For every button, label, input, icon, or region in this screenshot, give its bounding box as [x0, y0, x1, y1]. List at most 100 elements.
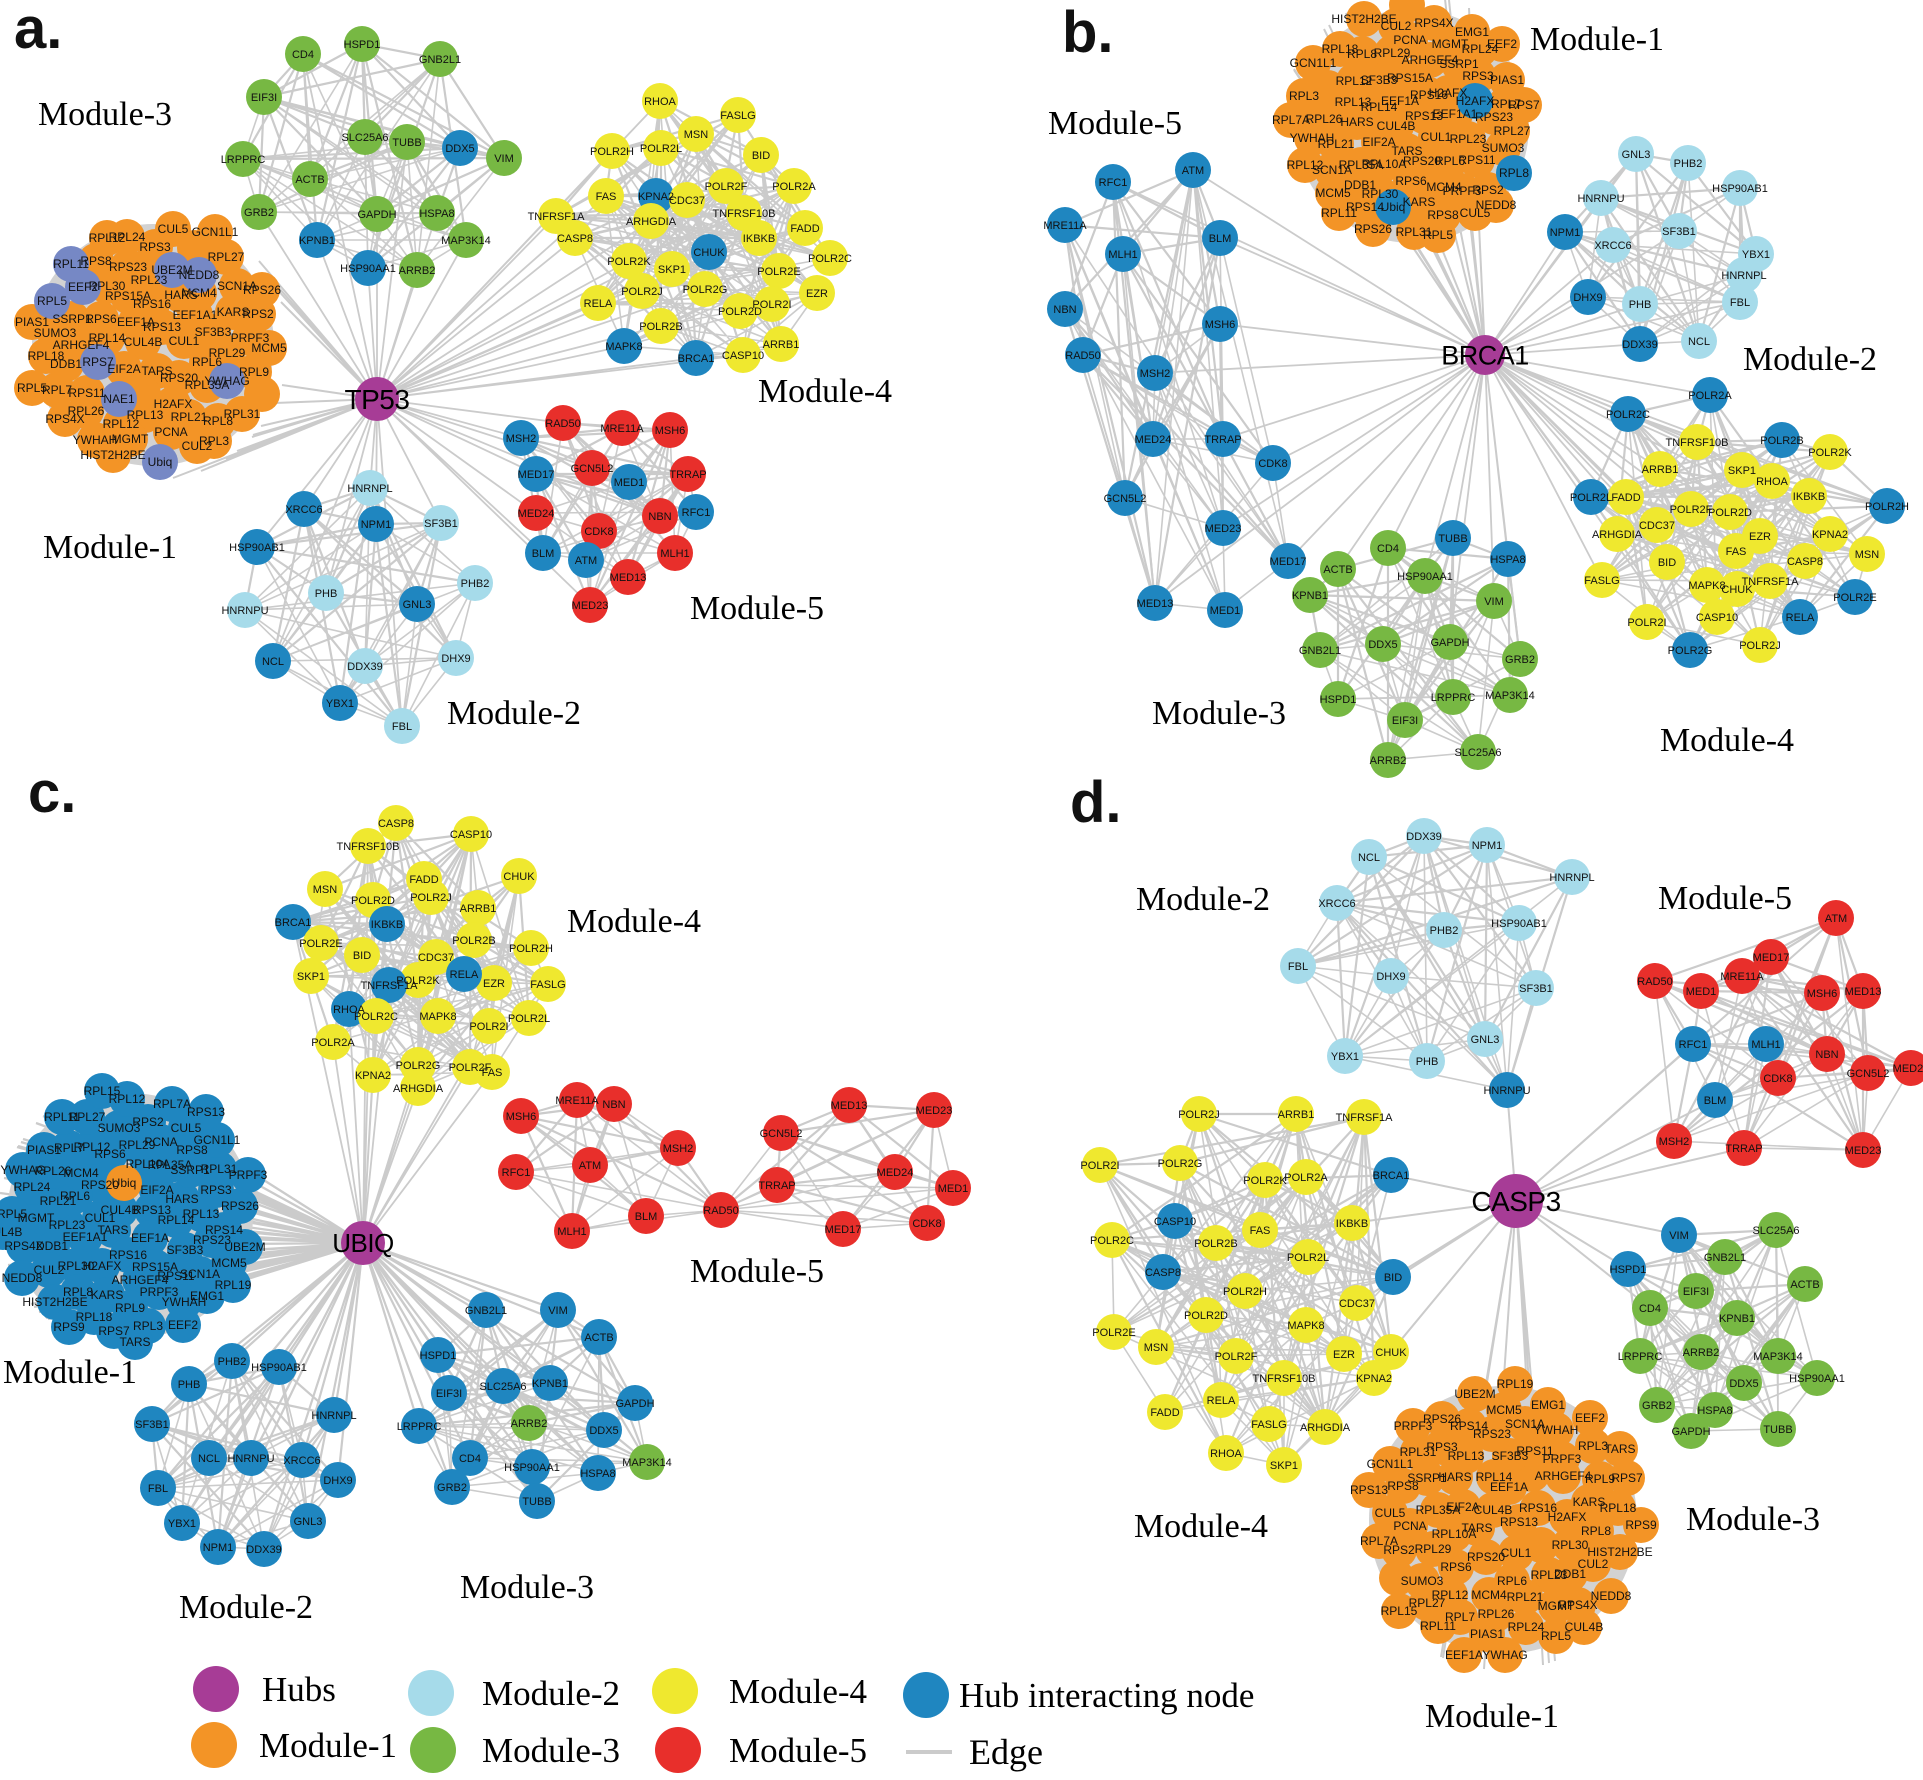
svg-text:UBE2M: UBE2M: [151, 263, 192, 277]
svg-text:MAPK8: MAPK8: [1688, 580, 1725, 592]
svg-text:RPS20: RPS20: [160, 371, 198, 385]
svg-text:CDC37: CDC37: [669, 195, 705, 207]
svg-text:CASP8: CASP8: [557, 233, 593, 245]
svg-text:Module-5: Module-5: [1048, 105, 1182, 142]
svg-text:RPS14: RPS14: [1346, 200, 1384, 214]
svg-text:RAD50: RAD50: [545, 418, 580, 430]
svg-text:BID: BID: [353, 950, 371, 962]
svg-text:MAP3K14: MAP3K14: [622, 1457, 672, 1469]
svg-text:HNRNPU: HNRNPU: [1577, 193, 1624, 205]
svg-text:SF3B1: SF3B1: [424, 518, 458, 530]
svg-text:TNFRSF1A: TNFRSF1A: [1742, 576, 1800, 588]
svg-text:MLH1: MLH1: [557, 1226, 586, 1238]
svg-text:RPL5: RPL5: [0, 1207, 27, 1221]
svg-text:MED17: MED17: [825, 1224, 862, 1236]
svg-text:POLR2C: POLR2C: [1606, 409, 1650, 421]
svg-text:CUL5: CUL5: [171, 1121, 202, 1135]
svg-text:RPS26: RPS26: [1423, 1412, 1461, 1426]
svg-text:SCN1A: SCN1A: [217, 279, 257, 293]
svg-text:RPS16: RPS16: [109, 1248, 147, 1262]
svg-text:CD4: CD4: [1639, 1303, 1661, 1315]
svg-text:EEF2: EEF2: [68, 280, 98, 294]
svg-text:TRRAP: TRRAP: [669, 469, 706, 481]
svg-text:RPL26: RPL26: [68, 404, 105, 418]
svg-text:ARHGDIA: ARHGDIA: [626, 216, 677, 228]
svg-text:ACTB: ACTB: [295, 174, 324, 186]
svg-text:Module-2: Module-2: [482, 1674, 620, 1713]
svg-text:RPL18: RPL18: [1600, 1501, 1637, 1515]
svg-text:RAD50: RAD50: [1637, 976, 1672, 988]
svg-text:FAS: FAS: [596, 191, 617, 203]
svg-text:RPL31: RPL31: [1396, 225, 1433, 239]
svg-text:FAS: FAS: [1726, 546, 1747, 558]
svg-text:MED24: MED24: [1893, 1063, 1923, 1075]
svg-text:SF3B3: SF3B3: [1361, 73, 1398, 87]
svg-text:EEF1A1: EEF1A1: [1433, 107, 1478, 121]
svg-text:RPL9: RPL9: [1585, 1472, 1615, 1486]
svg-text:RPL14: RPL14: [1476, 1470, 1513, 1484]
svg-text:EEF1A: EEF1A: [131, 1231, 169, 1245]
svg-text:HARS: HARS: [165, 1192, 198, 1206]
svg-text:RPL5: RPL5: [1423, 228, 1453, 242]
svg-text:KPNA2: KPNA2: [1356, 1373, 1392, 1385]
svg-text:MED13: MED13: [1137, 598, 1174, 610]
svg-text:KARS: KARS: [1403, 195, 1436, 209]
svg-text:FADD: FADD: [790, 223, 819, 235]
svg-text:PHB2: PHB2: [1430, 925, 1459, 937]
svg-text:HIST2H2BE: HIST2H2BE: [1331, 12, 1396, 26]
svg-text:LRPPRC: LRPPRC: [1431, 692, 1476, 704]
svg-text:YBX1: YBX1: [1742, 249, 1770, 261]
svg-text:ARHGEF4: ARHGEF4: [53, 338, 110, 352]
svg-text:RPL13: RPL13: [1448, 1449, 1485, 1463]
svg-text:DHX9: DHX9: [323, 1475, 352, 1487]
svg-text:POLR2I: POLR2I: [1627, 617, 1666, 629]
svg-text:PCNA: PCNA: [154, 425, 187, 439]
svg-text:DDB1: DDB1: [36, 1239, 68, 1253]
svg-text:GAPDH: GAPDH: [1430, 637, 1469, 649]
svg-text:RPL13: RPL13: [1335, 95, 1372, 109]
svg-text:HSP90AA1: HSP90AA1: [340, 263, 396, 275]
svg-text:FAS: FAS: [1250, 1225, 1271, 1237]
svg-text:DDX5: DDX5: [589, 1425, 618, 1437]
svg-text:XRCC6: XRCC6: [1318, 898, 1355, 910]
svg-text:RPS3: RPS3: [1462, 69, 1494, 83]
svg-text:RPL23: RPL23: [1450, 132, 1487, 146]
svg-text:KPNB1: KPNB1: [1719, 1313, 1755, 1325]
svg-text:BRCA1: BRCA1: [1441, 340, 1529, 370]
svg-text:EZR: EZR: [1749, 531, 1771, 543]
svg-text:EZR: EZR: [1333, 1349, 1355, 1361]
svg-text:Ubiq: Ubiq: [148, 455, 173, 469]
svg-text:ARHGEF4: ARHGEF4: [112, 1273, 169, 1287]
svg-text:NEDD8: NEDD8: [1591, 1589, 1632, 1603]
svg-text:GCN5L2: GCN5L2: [1104, 493, 1147, 505]
svg-text:RPL5: RPL5: [17, 381, 47, 395]
svg-text:RPS7: RPS7: [1508, 98, 1540, 112]
svg-text:RPL12: RPL12: [1336, 74, 1373, 88]
svg-text:Module-2: Module-2: [179, 1589, 313, 1626]
svg-text:RPL19: RPL19: [215, 1278, 252, 1292]
svg-text:TNFRSF10B: TNFRSF10B: [337, 841, 400, 853]
svg-text:POLR2F: POLR2F: [1670, 504, 1713, 516]
svg-text:MED17: MED17: [1270, 556, 1307, 568]
svg-text:ARRB2: ARRB2: [1370, 755, 1407, 767]
svg-text:RPS8: RPS8: [80, 254, 112, 268]
svg-text:GCN5L2: GCN5L2: [1847, 1068, 1890, 1080]
svg-text:RPL24: RPL24: [1508, 1620, 1545, 1634]
svg-text:RELA: RELA: [584, 298, 613, 310]
svg-text:FASLG: FASLG: [1251, 1419, 1286, 1431]
svg-text:RPS9: RPS9: [53, 1320, 85, 1334]
svg-text:RPL27: RPL27: [1409, 1596, 1446, 1610]
svg-text:CASP8: CASP8: [378, 818, 414, 830]
svg-text:RPL8: RPL8: [63, 1285, 93, 1299]
svg-text:EEF1A: EEF1A: [117, 315, 155, 329]
svg-text:RPS13: RPS13: [133, 1203, 171, 1217]
svg-text:POLR2H: POLR2H: [1865, 501, 1909, 513]
svg-text:MAPK8: MAPK8: [605, 341, 642, 353]
svg-text:PRPF3: PRPF3: [229, 1168, 268, 1182]
svg-text:MCM4: MCM4: [181, 286, 217, 300]
svg-text:POLR2G: POLR2G: [1668, 645, 1713, 657]
svg-text:BLM: BLM: [1209, 233, 1232, 245]
svg-text:HSP90AA1: HSP90AA1: [1789, 1373, 1845, 1385]
svg-text:c.: c.: [28, 760, 76, 825]
svg-text:RPL5: RPL5: [1541, 1629, 1571, 1643]
